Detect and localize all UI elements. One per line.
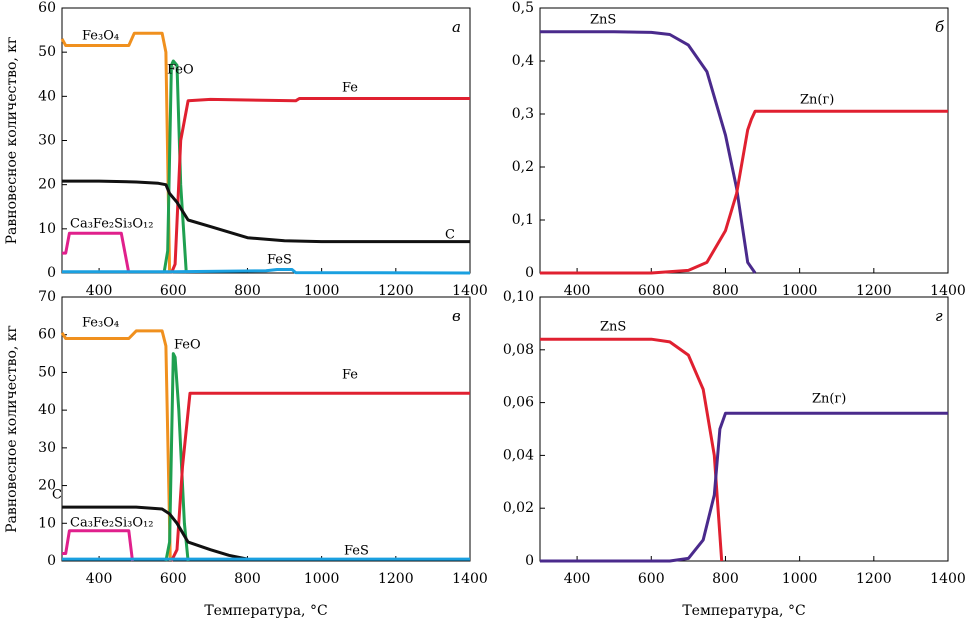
y-tick-label: 0,3 xyxy=(512,106,534,122)
x-tick-label: 1400 xyxy=(930,571,966,587)
plot-frame xyxy=(539,7,949,274)
x-tick-label: 600 xyxy=(638,283,665,299)
x-tick-label: 800 xyxy=(234,571,261,587)
x-tick-label: 800 xyxy=(712,571,739,587)
series-line xyxy=(540,411,948,563)
x-axis-label: Температура, °C xyxy=(204,603,327,619)
y-tick-label: 0 xyxy=(525,553,534,569)
series-line xyxy=(170,391,470,562)
x-tick-label: 1400 xyxy=(452,571,488,587)
series-line xyxy=(540,30,757,274)
series-label: C xyxy=(52,488,62,503)
series-label: Zn(г) xyxy=(812,392,846,407)
y-tick-label: 0,04 xyxy=(503,447,534,463)
y-tick-label: 20 xyxy=(38,478,56,494)
x-tick-label: 1400 xyxy=(930,283,966,299)
y-tick-label: 60 xyxy=(38,0,56,16)
series-line xyxy=(540,109,948,275)
plot-frame xyxy=(61,296,471,562)
panel-label: б xyxy=(935,18,945,36)
series-line xyxy=(60,329,172,562)
x-tick-label: 600 xyxy=(160,571,187,587)
y-tick-label: 40 xyxy=(38,402,56,418)
y-tick-label: 0,02 xyxy=(503,500,534,516)
y-tick-label: 0 xyxy=(525,265,534,281)
y-tick-label: 60 xyxy=(38,327,56,343)
y-tick-label: 20 xyxy=(38,177,56,193)
y-tick-label: 10 xyxy=(38,515,56,531)
x-tick-label: 800 xyxy=(234,283,261,299)
y-tick-label: 70 xyxy=(38,289,56,305)
plot-frame xyxy=(539,296,949,562)
y-tick-label: 0,06 xyxy=(503,395,534,411)
plot-frame xyxy=(61,7,471,274)
x-axis-label: Температура, °C xyxy=(682,603,805,619)
x-tick-label: 1200 xyxy=(856,571,892,587)
y-tick-label: 30 xyxy=(38,440,56,456)
y-tick-label: 0,2 xyxy=(512,159,534,175)
series-label: Ca₃Fe₂Si₃O₁₂ xyxy=(70,217,153,232)
y-axis-label: Равновесное количество, кг xyxy=(4,325,20,533)
series-label: FeS xyxy=(344,544,369,559)
series-label: Fe xyxy=(342,368,358,383)
x-tick-label: 1400 xyxy=(452,283,488,299)
y-tick-label: 0 xyxy=(47,553,56,569)
series-line xyxy=(164,352,190,562)
series-label: FeO xyxy=(167,63,194,78)
x-tick-label: 1000 xyxy=(782,571,818,587)
x-tick-label: 800 xyxy=(712,283,739,299)
y-tick-label: 0 xyxy=(47,265,56,281)
series-line xyxy=(540,337,724,562)
x-tick-label: 1200 xyxy=(856,283,892,299)
series-label: Fe₃O₄ xyxy=(82,29,119,44)
series-label: FeS xyxy=(267,253,292,268)
x-tick-label: 400 xyxy=(86,571,113,587)
x-tick-label: 400 xyxy=(564,571,591,587)
y-tick-label: 50 xyxy=(38,364,56,380)
series-line xyxy=(62,505,248,561)
x-tick-label: 1200 xyxy=(378,283,414,299)
x-tick-label: 1000 xyxy=(782,283,818,299)
series-label: Ca₃Fe₂Si₃O₁₂ xyxy=(70,516,153,531)
series-line xyxy=(62,529,134,562)
y-axis-label: Равновесное количество, кг xyxy=(4,37,20,245)
x-tick-label: 600 xyxy=(160,283,187,299)
series-label: Fe xyxy=(342,81,358,96)
series-line xyxy=(62,231,131,274)
x-tick-label: 400 xyxy=(86,283,113,299)
series-line xyxy=(62,179,470,244)
panel-label: в xyxy=(452,307,461,325)
y-tick-label: 0,4 xyxy=(512,53,534,69)
x-tick-label: 1200 xyxy=(378,571,414,587)
series-label: Zn(г) xyxy=(800,93,834,108)
y-tick-label: 50 xyxy=(38,44,56,60)
x-tick-label: 400 xyxy=(564,283,591,299)
series-label: ZnS xyxy=(590,13,616,28)
y-tick-label: 0,5 xyxy=(512,0,534,16)
y-tick-label: 0,1 xyxy=(512,212,534,228)
series-line xyxy=(162,59,188,274)
x-tick-label: 600 xyxy=(638,571,665,587)
series-label: C xyxy=(445,228,455,243)
series-label: ZnS xyxy=(600,320,626,335)
x-tick-label: 1000 xyxy=(304,571,340,587)
series-line xyxy=(60,31,172,274)
y-tick-label: 0,08 xyxy=(503,342,534,358)
y-tick-label: 40 xyxy=(38,88,56,104)
y-tick-label: 30 xyxy=(38,133,56,149)
y-tick-label: 10 xyxy=(38,221,56,237)
panel-label: а xyxy=(452,18,461,36)
series-label: FeO xyxy=(174,338,201,353)
series-line xyxy=(62,268,471,275)
series-label: Fe₃O₄ xyxy=(82,316,119,331)
series-line xyxy=(170,97,470,274)
y-tick-label: 0,10 xyxy=(503,289,534,305)
panel-label: г xyxy=(935,307,943,325)
x-tick-label: 1000 xyxy=(304,283,340,299)
